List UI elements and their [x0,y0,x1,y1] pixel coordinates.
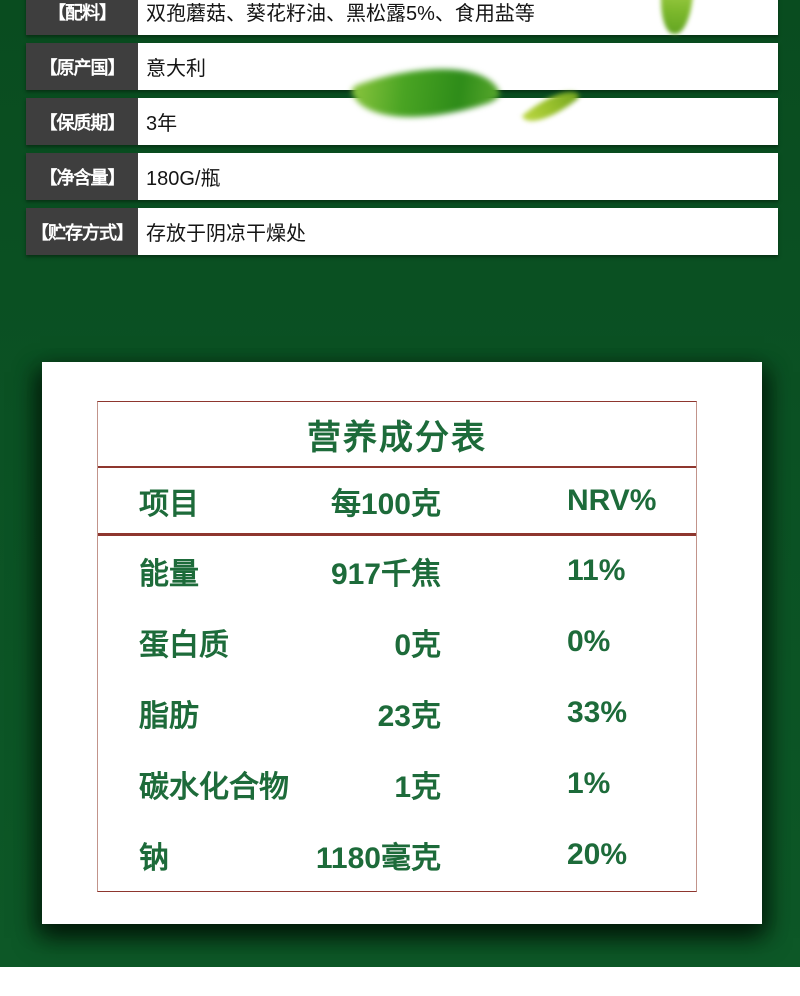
cell-value: 23克 [377,699,441,733]
table-row-fat: 脂肪 23克 33% [98,678,696,749]
table-row-sodium: 钠 1180毫克 20% [98,819,696,890]
info-row-country-of-origin: 【原产国】 意大利 [26,43,778,90]
info-row-net-content: 【净含量】 180G/瓶 [26,153,778,200]
ingredients-value: 双孢蘑菇、葵花籽油、黑松露5%、食用盐等 [138,0,778,35]
cell-item: 能量 [139,558,199,592]
nutrition-table-header: 项目 每100克 NRV% [98,468,696,536]
cell-value: 1180毫克 [315,841,441,875]
cell-nrv: 1% [567,766,611,800]
info-row-ingredients: 【配料】 双孢蘑菇、葵花籽油、黑松露5%、食用盐等 [26,0,778,35]
green-background-section: 【配料】 双孢蘑菇、葵花籽油、黑松露5%、食用盐等 【原产国】 意大利 【保质期… [0,0,800,967]
cell-value: 1克 [394,770,441,804]
cell-nrv: 11% [567,554,626,588]
cell-item: 脂肪 [139,699,199,733]
table-row-carbohydrate: 碳水化合物 1克 1% [98,748,696,819]
next-section-white-strip [0,967,800,996]
shelf-life-value: 3年 [138,98,778,145]
cell-item: 碳水化合物 [139,770,289,804]
table-row-protein: 蛋白质 0克 0% [98,607,696,678]
storage-value: 存放于阴凉干燥处 [138,208,778,255]
nutrition-table: 营养成分表 项目 每100克 NRV% 能量 917千焦 11% [97,401,697,892]
cell-value: 0克 [394,629,441,663]
nutrition-table-title: 营养成分表 [98,402,696,468]
cell-nrv: 20% [567,837,628,871]
header-nrv: NRV% [567,483,657,517]
cell-nrv: 0% [567,625,611,659]
nutrition-table-body: 能量 917千焦 11% 蛋白质 0克 0% 脂肪 23克 33% [98,536,696,890]
ingredients-label: 【配料】 [26,0,138,35]
net-content-label: 【净含量】 [26,153,138,200]
cell-item: 蛋白质 [139,629,229,663]
header-item: 项目 [139,487,199,521]
nutrition-card: 营养成分表 项目 每100克 NRV% 能量 917千焦 11% [42,362,762,924]
country-value: 意大利 [138,43,778,90]
cell-value: 917千焦 [330,558,441,592]
country-label: 【原产国】 [26,43,138,90]
info-row-storage: 【贮存方式】 存放于阴凉干燥处 [26,208,778,255]
shelf-life-label: 【保质期】 [26,98,138,145]
cell-nrv: 33% [567,695,628,729]
storage-label: 【贮存方式】 [26,208,138,255]
table-row-energy: 能量 917千焦 11% [98,536,696,607]
net-content-value: 180G/瓶 [138,153,778,200]
cell-item: 钠 [139,841,169,875]
header-per-100g: 每100克 [330,487,441,521]
info-row-shelf-life: 【保质期】 3年 [26,98,778,145]
